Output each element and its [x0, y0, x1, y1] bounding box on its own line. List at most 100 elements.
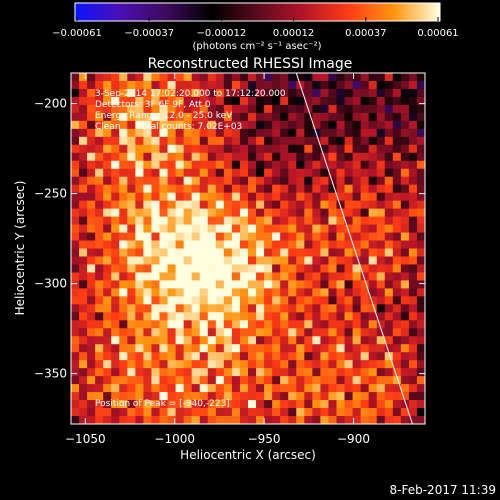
heatmap-cell	[87, 416, 96, 424]
heatmap-cell	[352, 144, 362, 154]
heatmap-cell	[239, 288, 249, 297]
heatmap-cell	[143, 384, 153, 393]
heatmap-cell	[111, 312, 120, 321]
heatmap-cell	[79, 73, 88, 82]
heatmap-cell	[199, 176, 209, 186]
heatmap-cell	[239, 248, 249, 258]
heatmap-cell	[71, 352, 80, 361]
heatmap-cell	[264, 224, 273, 234]
heatmap-cell	[191, 224, 201, 234]
heatmap-cell	[239, 136, 249, 146]
heatmap-cell	[264, 280, 273, 289]
heatmap-cell	[384, 328, 394, 337]
heatmap-cell	[376, 264, 386, 274]
heatmap-cell	[416, 264, 425, 274]
heatmap-cell	[256, 224, 265, 234]
heatmap-cell	[248, 376, 257, 385]
heatmap-cell	[328, 112, 338, 122]
heatmap-cell	[127, 96, 136, 106]
heatmap-cell	[207, 384, 217, 393]
heatmap-cell	[239, 176, 249, 186]
heatmap-cell	[368, 152, 378, 162]
heatmap-cell	[223, 296, 233, 305]
heatmap-cell	[392, 120, 402, 130]
heatmap-cell	[392, 200, 402, 210]
heatmap-cell	[79, 368, 88, 377]
heatmap-cell	[296, 264, 305, 274]
heatmap-cell	[320, 104, 330, 114]
heatmap-cell	[191, 240, 201, 250]
heatmap-cell	[151, 136, 161, 146]
heatmap-cell	[360, 80, 370, 90]
heatmap-cell	[392, 136, 402, 146]
heatmap-cell	[360, 112, 370, 122]
heatmap-cell	[328, 96, 338, 106]
heatmap-cell	[135, 248, 145, 258]
heatmap-cell	[199, 240, 209, 250]
heatmap-cell	[215, 73, 225, 82]
heatmap-cell	[119, 104, 128, 114]
heatmap-cell	[304, 336, 313, 345]
heatmap-cell	[264, 408, 273, 417]
heatmap-cell	[127, 73, 136, 82]
heatmap-cell	[384, 192, 394, 202]
heatmap-cell	[400, 416, 410, 424]
heatmap-cell	[87, 408, 96, 417]
heatmap-cell	[296, 192, 305, 202]
heatmap-cell	[248, 416, 257, 424]
heatmap-cell	[400, 320, 410, 329]
heatmap-cell	[312, 136, 322, 146]
heatmap-cell	[199, 360, 209, 369]
heatmap-cell	[352, 224, 362, 234]
heatmap-cell	[288, 232, 297, 242]
heatmap-cell	[199, 296, 209, 305]
heatmap-cell	[79, 168, 88, 178]
heatmap-cell	[103, 88, 112, 98]
heatmap-cell	[207, 288, 217, 297]
heatmap-cell	[400, 392, 410, 401]
heatmap-cell	[256, 240, 265, 250]
heatmap-cell	[127, 280, 136, 289]
heatmap-cell	[352, 152, 362, 162]
heatmap-cell	[87, 224, 96, 234]
heatmap-cell	[143, 73, 153, 82]
heatmap-cell	[127, 136, 136, 146]
heatmap-cell	[119, 128, 128, 138]
heatmap-cell	[183, 104, 193, 114]
heatmap-cell	[392, 368, 402, 377]
heatmap-cell	[360, 208, 370, 218]
heatmap-cell	[95, 224, 104, 234]
heatmap-cell	[336, 88, 346, 98]
heatmap-cell	[103, 408, 112, 417]
heatmap-cell	[151, 120, 161, 130]
heatmap-cell	[392, 400, 402, 409]
heatmap-cell	[272, 136, 281, 146]
heatmap-cell	[392, 264, 402, 274]
heatmap-cell	[207, 408, 217, 417]
heatmap-cell	[95, 360, 104, 369]
heatmap-cell	[223, 232, 233, 242]
heatmap-cell	[336, 168, 346, 178]
heatmap-cell	[248, 176, 257, 186]
heatmap-cell	[143, 152, 153, 162]
heatmap-cell	[360, 152, 370, 162]
heatmap-cell	[223, 320, 233, 329]
heatmap-cell	[280, 400, 289, 409]
heatmap-cell	[248, 184, 257, 194]
heatmap-cell	[135, 280, 145, 289]
heatmap-cell	[320, 248, 330, 258]
x-tick-label: −900	[337, 432, 370, 446]
heatmap-cell	[416, 96, 425, 106]
heatmap-cell	[400, 136, 410, 146]
heatmap-cell	[159, 416, 169, 424]
heatmap-cell	[223, 120, 233, 130]
heatmap-cell	[416, 408, 425, 417]
heatmap-cell	[360, 352, 370, 361]
heatmap-cell	[248, 152, 257, 162]
heatmap-cell	[408, 160, 418, 170]
heatmap-cell	[199, 88, 209, 98]
heatmap-cell	[151, 208, 161, 218]
heatmap-cell	[103, 360, 112, 369]
heatmap-cell	[368, 248, 378, 258]
heatmap-cell	[223, 352, 233, 361]
